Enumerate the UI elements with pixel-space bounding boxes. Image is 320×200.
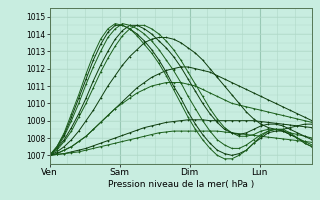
X-axis label: Pression niveau de la mer( hPa ): Pression niveau de la mer( hPa )	[108, 180, 254, 189]
